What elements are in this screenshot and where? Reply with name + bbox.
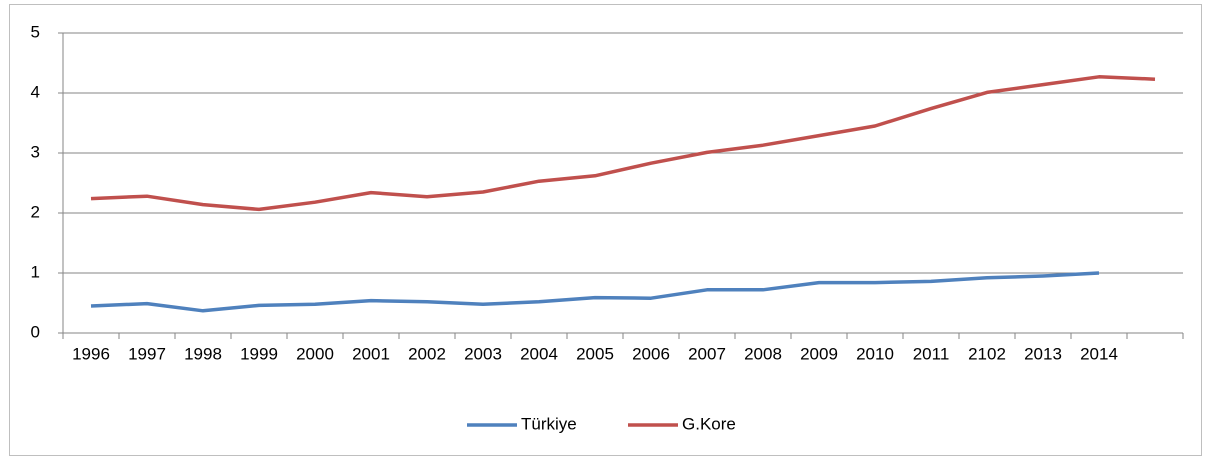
y-tick-label: 0 [31,322,40,341]
y-tick-label: 1 [31,262,40,281]
x-tick-label: 2001 [352,344,390,363]
x-tick-label: 2000 [296,344,334,363]
legend-label: G.Kore [682,414,736,433]
y-tick-label: 2 [31,202,40,221]
x-tick-label: 1998 [184,344,222,363]
x-tick-label: 2006 [632,344,670,363]
series-line [90,75,1156,212]
y-tick-label: 3 [31,142,40,161]
x-tick-label: 1999 [240,344,278,363]
x-tick-label: 1996 [72,344,110,363]
legend-label: Türkiye [521,414,577,433]
x-tick-label: 2005 [576,344,614,363]
series-line [90,271,1100,313]
x-tick-label: 2007 [688,344,726,363]
x-tick-label: 2011 [913,344,950,363]
y-tick-label: 5 [31,22,40,41]
x-tick-label: 2013 [1024,344,1062,363]
y-tick-label: 4 [31,82,40,101]
x-tick-label: 2008 [744,344,782,363]
x-tick-label: 2003 [464,344,502,363]
x-tick-label: 2010 [856,344,894,363]
x-tick-label: 2004 [520,344,558,363]
x-tick-label: 2102 [968,344,1006,363]
x-tick-label: 1997 [128,344,166,363]
x-tick-label: 2014 [1080,344,1118,363]
x-tick-label: 2002 [408,344,446,363]
chart-border [9,4,1202,456]
x-tick-label: 2009 [800,344,838,363]
